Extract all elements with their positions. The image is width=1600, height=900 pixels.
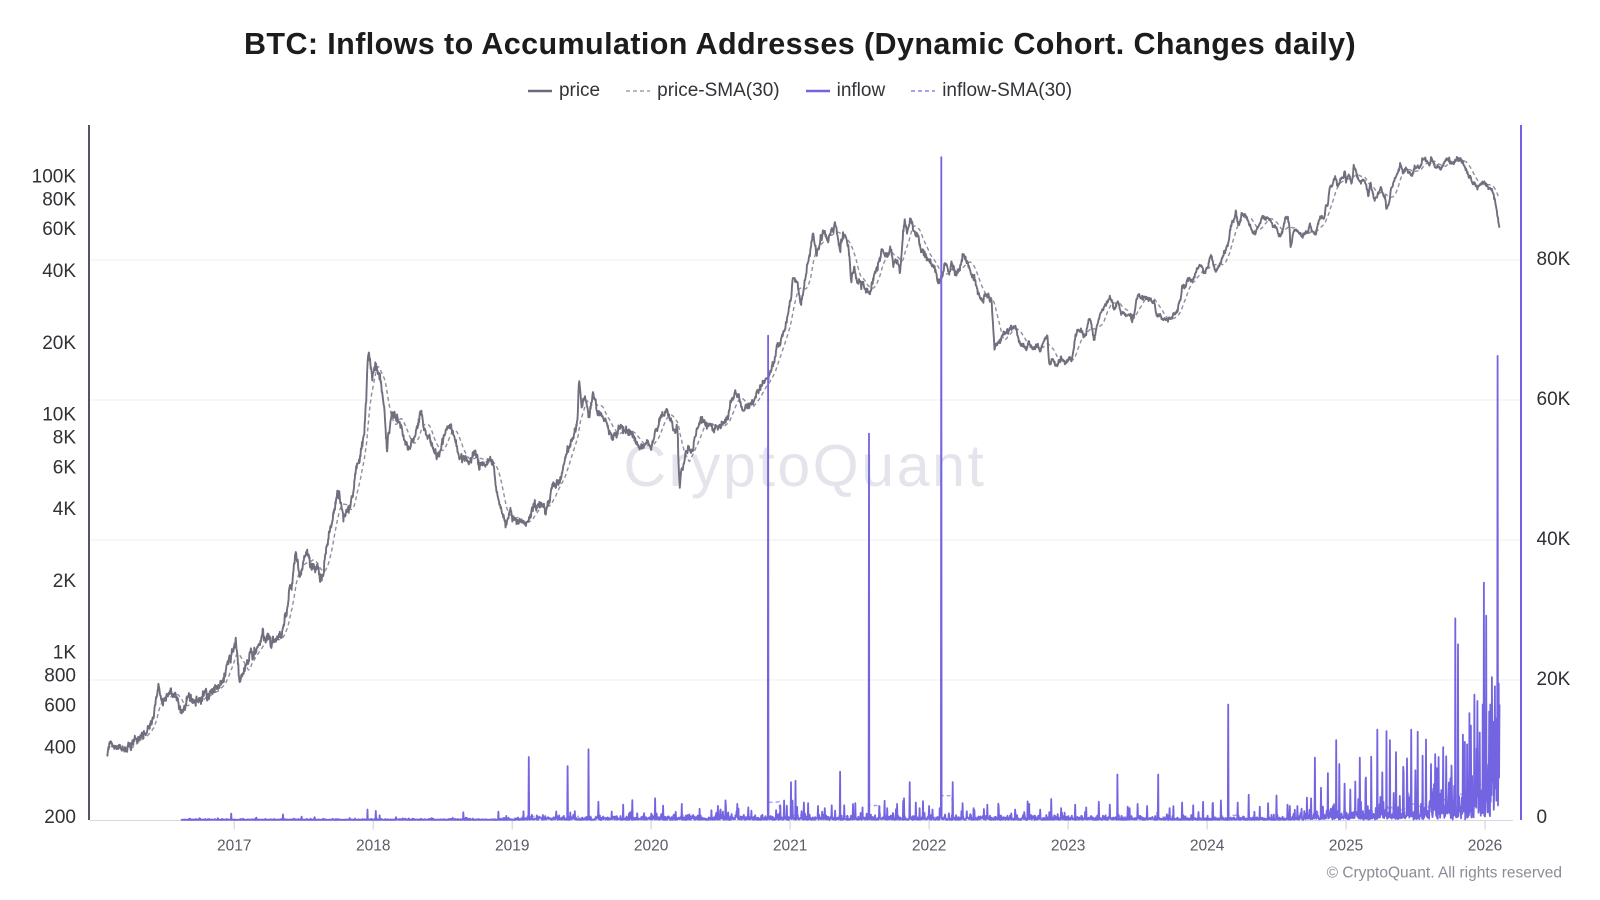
svg-text:60K: 60K: [42, 219, 76, 240]
svg-text:2019: 2019: [495, 838, 529, 855]
svg-text:80K: 80K: [1537, 249, 1571, 270]
svg-text:60K: 60K: [1537, 389, 1571, 410]
svg-text:100K: 100K: [32, 166, 77, 187]
svg-text:80K: 80K: [42, 189, 76, 210]
svg-text:20K: 20K: [1537, 669, 1571, 690]
svg-text:2018: 2018: [356, 838, 390, 855]
svg-text:2025: 2025: [1329, 838, 1363, 855]
svg-text:200: 200: [44, 807, 76, 828]
svg-text:800: 800: [44, 666, 76, 687]
svg-text:6K: 6K: [53, 457, 77, 478]
svg-text:2026: 2026: [1468, 838, 1502, 855]
svg-text:400: 400: [44, 737, 76, 758]
svg-text:10K: 10K: [42, 405, 76, 426]
svg-text:2024: 2024: [1190, 838, 1225, 855]
svg-text:1K: 1K: [53, 643, 77, 664]
svg-text:4K: 4K: [53, 499, 77, 520]
svg-text:2021: 2021: [773, 838, 807, 855]
svg-text:2022: 2022: [912, 838, 946, 855]
svg-text:40K: 40K: [42, 261, 76, 282]
svg-text:2017: 2017: [217, 838, 251, 855]
svg-text:2020: 2020: [634, 838, 669, 855]
svg-text:2K: 2K: [53, 571, 77, 592]
svg-text:2023: 2023: [1051, 838, 1085, 855]
svg-text:40K: 40K: [1537, 529, 1571, 550]
svg-text:20K: 20K: [42, 333, 76, 354]
svg-text:© CryptoQuant. All rights rese: © CryptoQuant. All rights reserved: [1327, 865, 1562, 882]
svg-text:8K: 8K: [53, 428, 77, 449]
svg-text:0: 0: [1537, 807, 1548, 828]
svg-text:600: 600: [44, 695, 76, 716]
